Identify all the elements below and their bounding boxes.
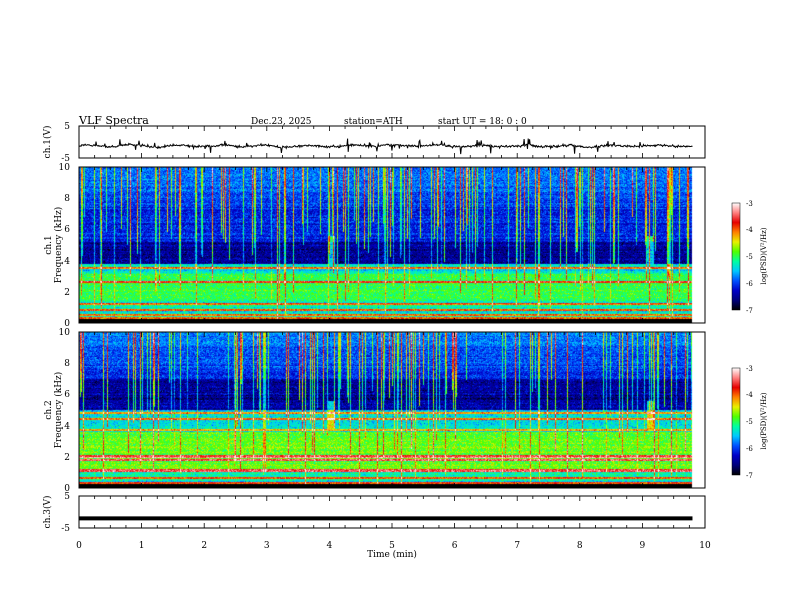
- ch2-cb-tick-m6: -6: [746, 445, 753, 453]
- time-tick-label: 10: [699, 541, 711, 551]
- ch2-cb-tick-m4: -4: [746, 391, 753, 399]
- ch2-ytick-4: 4: [64, 422, 70, 432]
- ch2-cb-tick-m7: -7: [746, 472, 753, 480]
- ch1-ytick-4: 4: [64, 257, 70, 267]
- ch2-spectrogram-panel: 10 8 6 4 2 0 ch.2 Frequency (kHz): [44, 328, 706, 494]
- time-tick-labels: 0 1 2 3 4 5 6 7 8 9 10: [76, 541, 711, 551]
- ch1-cb-tick-m6: -6: [746, 280, 753, 288]
- ch2-cb-tick-m3: -3: [746, 365, 753, 373]
- ch1-spectrogram-panel: 10 8 6 4 2 0 ch.1 Frequency (kHz): [44, 163, 706, 329]
- figure-title: VLF Spectra: [78, 114, 149, 127]
- ch2-ytick-8: 8: [64, 359, 70, 369]
- ch1-cb-tick-m7: -7: [746, 307, 753, 315]
- ch1-ylabel-frequency: Frequency (kHz): [53, 207, 64, 284]
- time-tick-label: 1: [139, 541, 145, 551]
- ch2-cb-tick-m5: -5: [746, 418, 753, 426]
- ch2-ylabel-channel: ch.2: [44, 400, 54, 419]
- time-tick-label: 0: [76, 541, 82, 551]
- ch1-ytick-2: 2: [64, 288, 70, 298]
- time-axis-label: Time (min): [367, 549, 417, 560]
- time-ticks: [78, 126, 706, 528]
- time-tick-label: 3: [264, 541, 270, 551]
- ch1-cb-tick-m4: -4: [746, 226, 753, 234]
- ch2-ytick-2: 2: [64, 453, 70, 463]
- figure-station: station=ATH: [344, 117, 403, 127]
- ch1-cb-tick-m5: -5: [746, 253, 753, 261]
- ch1-ytick-bottom: -5: [61, 154, 70, 164]
- ch2-colorbar-scale: [731, 367, 741, 476]
- ch3-ytick-bottom: -5: [61, 524, 70, 534]
- time-tick-label: 7: [514, 541, 520, 551]
- time-tick-label: 9: [640, 541, 646, 551]
- time-tick-label: 4: [327, 541, 333, 551]
- ch1-ytick-top: 5: [64, 122, 70, 132]
- time-tick-label: 8: [577, 541, 583, 551]
- ch3-ytick-top: 5: [64, 492, 70, 502]
- ch2-spectrogram-image: [79, 332, 705, 488]
- ch1-ylabel-channel: ch.1: [44, 235, 54, 254]
- ch1-ytick-8: 8: [64, 194, 70, 204]
- figure-date: Dec.23, 2025: [251, 117, 312, 127]
- ch1-colorbar-scale: [731, 202, 741, 311]
- ch1-colorbar: -3 -4 -5 -6 -7 log(PSD)(V²/Hz): [731, 200, 768, 315]
- ch2-ytick-10: 10: [59, 328, 71, 338]
- ch1-ytick-0: 0: [64, 319, 70, 329]
- ch2-ytick-0: 0: [64, 484, 70, 494]
- time-tick-label: 2: [201, 541, 207, 551]
- ch2-ylabel-frequency: Frequency (kHz): [53, 372, 64, 449]
- ch1-ytick-10: 10: [59, 163, 71, 173]
- ch3-waveform-ylabel: ch.3(V): [42, 496, 53, 529]
- time-tick-label: 6: [452, 541, 458, 551]
- ch1-spectrogram-image: [79, 167, 705, 323]
- ch2-ytick-6: 6: [64, 390, 70, 400]
- ch2-colorbar: -3 -4 -5 -6 -7 log(PSD)(V²/Hz): [731, 365, 768, 480]
- time-tick-label: 5: [389, 541, 395, 551]
- ch1-colorbar-label: log(PSD)(V²/Hz): [760, 227, 768, 284]
- figure-start-time: start UT = 18: 0 : 0: [438, 117, 527, 127]
- ch1-waveform-trace: [78, 138, 693, 155]
- ch1-cb-tick-m3: -3: [746, 200, 753, 208]
- ch1-ytick-6: 6: [64, 225, 70, 235]
- ch1-waveform-ylabel: ch.1(V): [42, 126, 53, 159]
- ch2-colorbar-label: log(PSD)(V²/Hz): [760, 392, 768, 449]
